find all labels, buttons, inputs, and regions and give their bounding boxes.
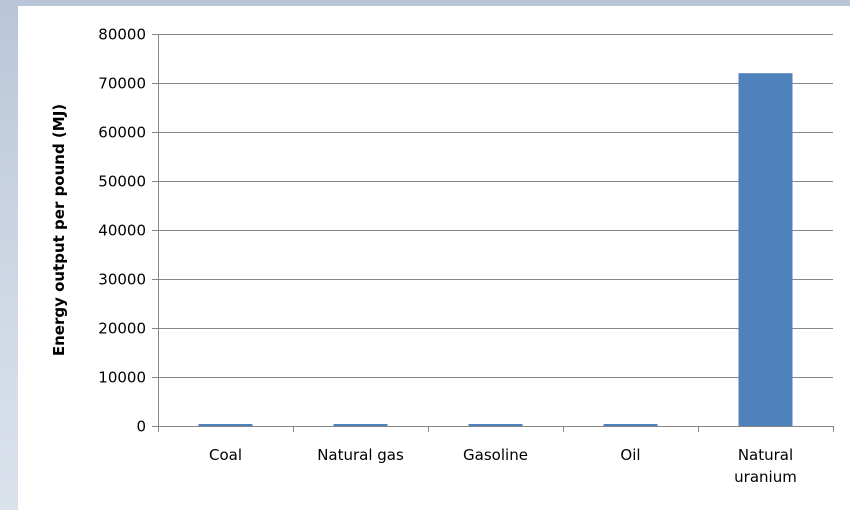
y-tick-label: 70000 xyxy=(98,75,146,93)
bar xyxy=(738,73,793,426)
y-tick-label: 40000 xyxy=(98,222,146,240)
y-tick-label: 20000 xyxy=(98,320,146,338)
bar xyxy=(333,424,388,426)
x-category-label: Natural gas xyxy=(317,446,404,464)
labels: 0 10000 20000 30000 40000 50000 60000 70000 8000… xyxy=(98,26,797,487)
x-category-label: Oil xyxy=(620,446,640,464)
gridlines xyxy=(158,34,833,378)
y-tick-label: 50000 xyxy=(98,173,146,191)
y-tick-label: 80000 xyxy=(98,26,146,44)
y-tick-label: 30000 xyxy=(98,271,146,289)
y-axis-title: Energy output per pound (MJ) xyxy=(50,104,68,356)
y-tick-label: 10000 xyxy=(98,369,146,387)
bar xyxy=(603,424,658,426)
x-category-label: Natural uranium xyxy=(734,446,797,486)
chart-area: 0 10000 20000 30000 40000 50000 60000 70000 8000… xyxy=(18,6,850,510)
axes xyxy=(152,34,834,432)
bars xyxy=(198,73,793,426)
bar xyxy=(198,424,253,426)
bar-chart: 0 10000 20000 30000 40000 50000 60000 70000 8000… xyxy=(50,26,834,487)
y-tick-label: 60000 xyxy=(98,124,146,142)
x-category-label: Coal xyxy=(209,446,242,464)
bar xyxy=(468,424,523,426)
x-category-label: Gasoline xyxy=(463,446,528,464)
y-tick-label: 0 xyxy=(136,418,146,436)
